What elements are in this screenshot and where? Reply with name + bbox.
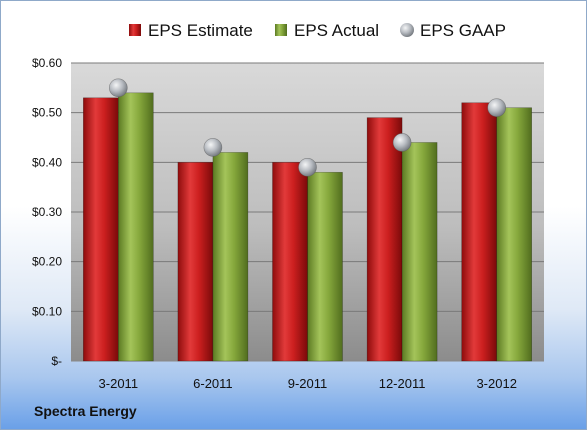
eps-gaap-marker (392, 133, 412, 152)
y-tick-label: $0.50 (32, 106, 62, 120)
eps-estimate-bar (272, 162, 308, 362)
eps-estimate-bar (83, 97, 119, 362)
legend-swatch (275, 24, 287, 36)
eps-actual-bar (212, 152, 249, 362)
eps-actual-bar (496, 107, 533, 362)
x-tick-label: 6-2011 (193, 376, 233, 391)
y-tick-label: $0.10 (32, 304, 62, 318)
x-tick-label: 3-2012 (476, 376, 516, 391)
eps-estimate-bar (366, 117, 403, 362)
y-tick-label: $- (51, 354, 62, 368)
eps-gaap-marker (487, 98, 507, 117)
x-tick-label: 3-2011 (99, 376, 139, 391)
y-tick-label: $0.30 (32, 205, 62, 219)
legend-label: EPS Actual (294, 21, 379, 40)
y-tick-label: $0.40 (32, 155, 62, 169)
legend-label: EPS Estimate (148, 21, 253, 40)
legend-label: EPS GAAP (420, 21, 506, 40)
eps-gaap-marker (203, 138, 223, 157)
x-tick-label: 9-2011 (288, 376, 328, 391)
x-tick-label: 12-2011 (379, 376, 426, 391)
legend-swatch (129, 24, 141, 36)
y-tick-label: $0.20 (32, 255, 62, 269)
eps-gaap-marker (109, 78, 128, 98)
eps-actual-bar (307, 171, 343, 362)
company-name: Spectra Energy (34, 403, 137, 419)
y-tick-label: $0.60 (32, 56, 62, 70)
eps-estimate-bar (461, 102, 498, 362)
eps-actual-bar (401, 142, 438, 362)
legend-swatch (400, 23, 414, 37)
eps-gaap-marker (298, 158, 317, 177)
eps-actual-bar (118, 92, 154, 362)
eps-estimate-bar (177, 162, 214, 362)
